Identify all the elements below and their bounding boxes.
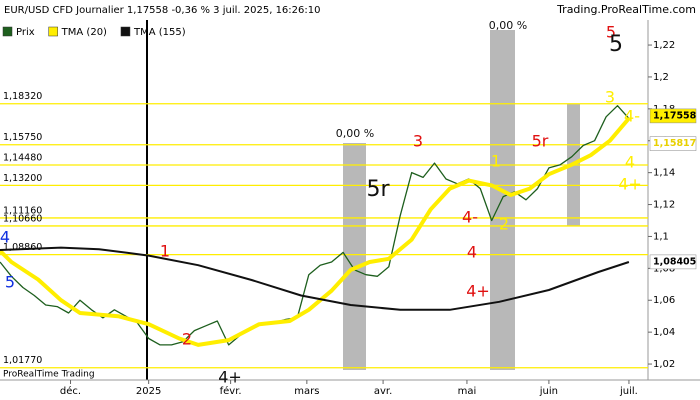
legend-label: Prix (16, 27, 35, 38)
footer: ProRealTime Trading (3, 370, 95, 380)
level-label: 1,08860 (3, 242, 42, 253)
price-tag (649, 108, 697, 124)
legend-swatch (48, 26, 58, 37)
price-tag-label: 1,15817 (653, 138, 696, 149)
y-tick-label: 1,04 (653, 327, 675, 338)
level-label: 1,11160 (3, 205, 42, 216)
annotation: 2 (182, 330, 192, 349)
y-tick-label: 1,22 (653, 40, 675, 51)
annotation: 5 (609, 32, 623, 57)
annotation: 4+ (218, 368, 242, 387)
y-tick-label: 1,02 (653, 359, 675, 370)
shade-bar (490, 30, 515, 370)
y-tick-label: 1,06 (653, 295, 675, 306)
annotation: 3 (605, 88, 615, 107)
annotation: 1 (160, 242, 170, 261)
x-tick-label: févr. (220, 385, 242, 397)
annotation: 3 (413, 132, 423, 151)
price-tag (649, 254, 697, 270)
x-tick-label: déc. (60, 385, 81, 397)
level-label: 1,15750 (3, 132, 42, 143)
annotation: 4 (0, 228, 10, 247)
annotation: 5 (5, 273, 15, 292)
price-tag (649, 136, 697, 151)
x-tick-label: mai (458, 386, 477, 397)
price-tag-label: 1,08405 (653, 256, 696, 267)
series-line (0, 117, 631, 347)
price-tag-label: 1,17558 (653, 110, 697, 121)
level-label: 1,14480 (3, 152, 42, 163)
annotation: 4+ (466, 282, 490, 301)
level-label: 1,10660 (3, 213, 42, 224)
annotation: 4 (467, 243, 477, 262)
legend-label: TMA (20) (61, 27, 107, 38)
annotation: 0,00 % (336, 127, 374, 140)
x-tick-label: 2025 (136, 386, 161, 397)
annotation: 5r (366, 177, 390, 202)
annotation: 4- (462, 208, 478, 227)
series-line (0, 246, 630, 311)
x-tick-label: avr. (374, 386, 392, 397)
source: Trading.ProRealTime.com (556, 3, 696, 16)
annotation: 1 (491, 152, 501, 171)
level-label: 1,13200 (3, 173, 42, 184)
y-tick-label: 1,2 (653, 72, 669, 83)
annotation: 4- (624, 107, 640, 126)
x-tick-label: juil. (619, 386, 638, 397)
x-tick-label: mars (294, 386, 319, 397)
level-label: 1,18320 (3, 91, 42, 102)
annotation: 2 (499, 215, 509, 234)
annotation: 4 (625, 153, 635, 172)
shade-bar (343, 143, 366, 370)
legend-swatch (120, 26, 131, 37)
annotation: 5r (532, 132, 549, 151)
chart-title: EUR/USD CFD Journalier 1,17558 -0,36 % 3… (4, 5, 320, 16)
y-tick-label: 1,14 (653, 168, 675, 179)
y-tick-label: 1,12 (653, 200, 675, 211)
x-tick-label: juin (539, 386, 558, 397)
legend-swatch (2, 26, 13, 37)
legend-label: TMA (155) (133, 27, 186, 38)
annotation: 0,00 % (489, 19, 527, 32)
y-tick-label: 1,1 (653, 231, 669, 242)
annotation: 4+ (618, 175, 642, 194)
annotation: 5 (606, 23, 616, 42)
level-label: 1,01770 (3, 355, 42, 366)
